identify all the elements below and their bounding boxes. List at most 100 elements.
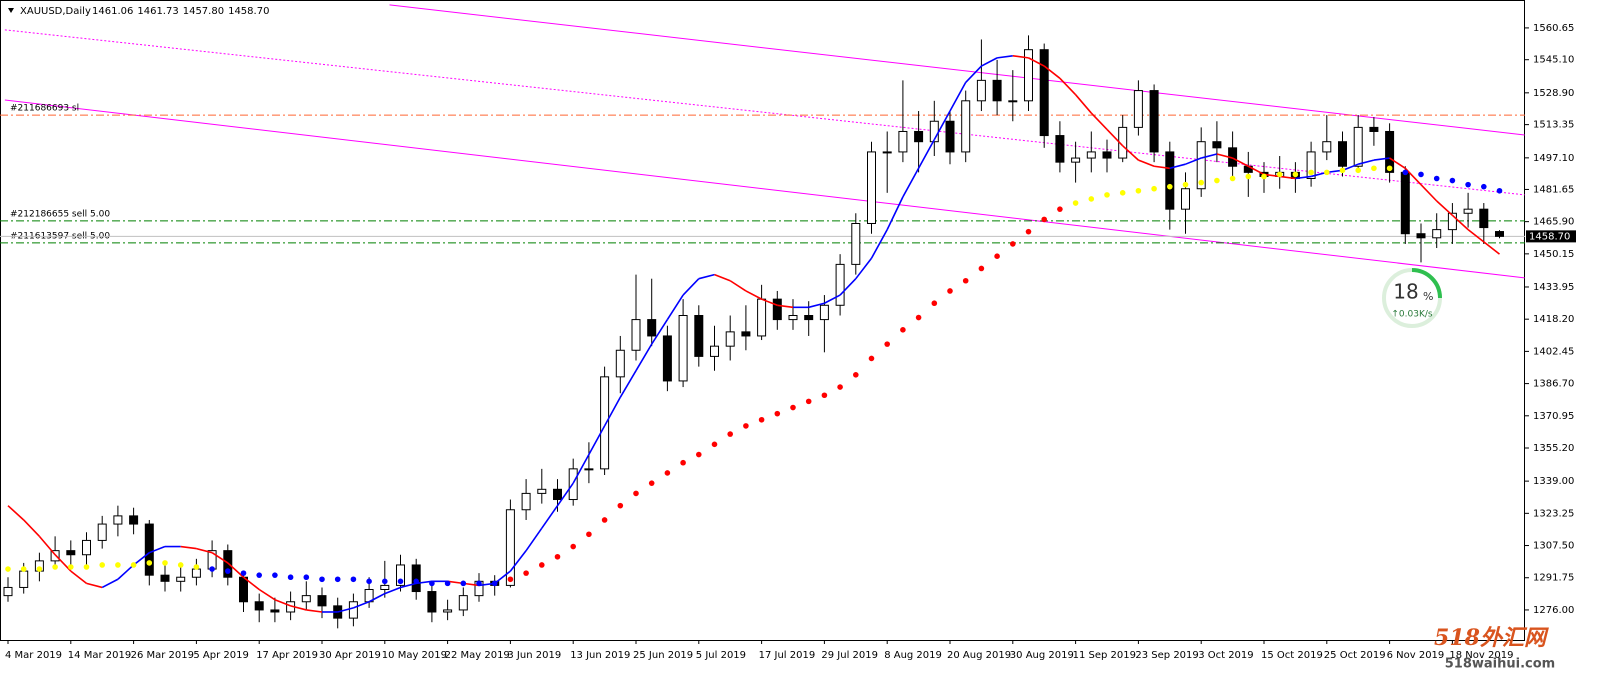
candle-body [1369,126,1379,132]
slow-ma-dot [1088,196,1095,202]
y-tick-label: 1481.65 [1533,184,1574,195]
fast-ma-segment [1043,65,1061,79]
slow-ma-dot [1386,165,1393,172]
y-tick-label: 1465.90 [1533,217,1574,228]
candle-body [160,574,170,582]
slow-ma-dot [962,277,969,284]
slow-ma-dot [413,578,420,585]
slow-ma-dot [115,562,121,568]
candle-body [443,609,453,613]
x-tick-label: 6 Nov 2019 [1387,650,1445,661]
fast-ma-segment [902,167,920,198]
fast-ma-segment [337,607,354,613]
candle-body [348,601,358,619]
slow-ma-dot [319,576,325,583]
candle-body [1479,208,1489,229]
y-tick-label: 1528.90 [1533,88,1574,99]
candle-body [772,298,782,321]
fast-ma-segment [1169,163,1186,170]
order-label: #211686693 sl [10,104,79,114]
slow-ma-dot [1324,169,1330,176]
slow-ma-dot [1371,165,1377,172]
fast-ma-segment [1090,112,1108,130]
fast-ma-segment [949,82,967,112]
slow-ma-dot [570,543,576,550]
candle-body [725,331,735,347]
symbol: XAUUSD,Daily [20,6,91,17]
axes: 1560.65 1545.10 1528.90 1513.35 1497.10 1481.… [5,23,1576,661]
candle-body [835,263,845,306]
last-price-box [1526,230,1576,243]
slow-ma-dot [1292,171,1299,178]
fast-ma-segment [917,139,936,169]
fast-ma-segment [1357,159,1375,165]
fast-ma-segment [416,580,433,585]
fast-ma-segment [7,505,25,521]
ohlc-value: 1461.73 [137,6,178,17]
slow-ma-dot [696,451,702,458]
fast-ma-segment [698,273,715,280]
candle-body [505,509,515,586]
slow-ma-dot [507,576,514,583]
slow-ma-dot [1182,181,1189,188]
fast-ma-segment [23,519,40,537]
candle-body [710,345,719,357]
fast-ma-segment [306,609,323,613]
widget-speed: ↑0.03K/s [1391,310,1433,320]
slow-ma-dot [366,578,372,585]
x-tick-label: 4 Mar 2019 [5,650,62,661]
trendline [4,99,1525,279]
ohlc-value: 1457.80 [183,6,224,17]
slow-ma-dot [523,570,529,576]
slow-ma-dot [1057,206,1063,212]
slow-ma-dot [1465,181,1471,188]
fast-ma-segment [729,280,747,292]
y-tick-label: 1545.10 [1533,55,1574,66]
candle-body [458,595,468,611]
candle-body [1495,231,1504,237]
candle-body [1149,90,1159,153]
candle-body [66,550,76,556]
candle-body [129,515,139,525]
candle-body [757,298,767,337]
fast-ma-segment [494,570,511,584]
slow-ma-dot [680,459,686,466]
y-tick-label: 1323.25 [1533,508,1574,519]
widget-percent: 18 [1393,280,1418,304]
fast-ma-segment [745,290,762,300]
slow-ma-dot [1119,190,1126,196]
fast-ma-segment [509,550,527,572]
candle-body [647,319,657,337]
fast-ma-segment [619,370,637,398]
slow-ma-dot [287,574,294,581]
ohlc-readout: 1461.06 1461.73 1457.80 1458.70 [92,6,269,17]
fast-ma-segment [808,302,825,309]
slow-ma-dot [790,404,796,411]
candle-body [1086,151,1096,159]
last-price-label: 1458.70 [1529,231,1570,242]
slow-ma-dot [225,568,231,574]
fast-ma-segment [556,482,574,507]
slow-ma-dot [68,564,74,570]
x-tick-label: 25 Oct 2019 [1324,650,1386,661]
candle-body [914,130,924,143]
slow-ma-dot [727,431,733,437]
candle-body [380,584,390,590]
slow-ma-dot [1339,167,1346,174]
fast-ma-segment [886,196,904,230]
candle-body [804,315,814,321]
candle-body [521,492,531,511]
slow-ma-dot [303,574,310,581]
slow-ma-dot [821,392,828,399]
slow-ma-dot [1261,173,1267,180]
x-tick-label: 17 Apr 2019 [256,650,318,661]
menu-arrow [8,8,14,13]
slow-ma-dot [444,580,451,587]
slow-ma-dot [491,580,498,587]
fast-ma-segment [714,273,731,282]
y-tick-label: 1355.20 [1533,443,1574,454]
slow-ma-dot [994,253,1000,260]
slow-ma-dot [853,371,859,378]
